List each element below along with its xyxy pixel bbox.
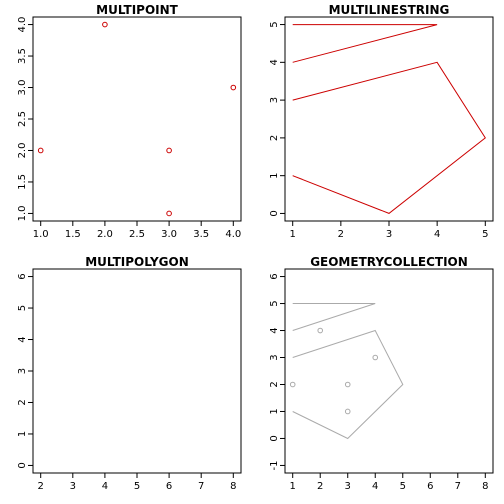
x-tick-label: 2.0 [97, 229, 113, 240]
data-point [37, 147, 44, 154]
plot-frame [284, 16, 494, 222]
y-tick-label: 2 [269, 381, 280, 387]
panel-title: MULTILINESTRING [329, 3, 450, 17]
y-tick-label: 1.5 [17, 174, 28, 190]
panel-geometrycollection: GEOMETRYCOLLECTION 1 2 3 4 5 6 7 8 -1 0 1 2 3 4 5 6 [269, 255, 494, 492]
y-tick-label: 1 [17, 431, 28, 437]
x-tick-label: 4 [372, 481, 378, 492]
data-point [344, 381, 351, 388]
y-tick-label: 1 [269, 172, 280, 178]
plot-frame [284, 268, 494, 474]
y-tick-label: 5 [17, 305, 28, 311]
y-tick-label: 5 [269, 21, 280, 27]
y-tick-label: 6 [269, 273, 280, 279]
x-tick-label: 2 [317, 481, 323, 492]
series-line [292, 303, 376, 331]
panel-title: MULTIPOINT [96, 3, 179, 17]
y-tick-label: 2 [269, 135, 280, 141]
panel-multipoint: MULTIPOINT 1.0 1.5 2.0 2.5 3.0 3.5 4.0 1.0 1.5 2.… [17, 3, 242, 240]
x-tick-label: 7 [198, 481, 204, 492]
x-tick-label: 3.0 [161, 229, 177, 240]
x-tick-label: 2.5 [129, 229, 145, 240]
x-tick-label: 1 [290, 481, 296, 492]
panel-title: GEOMETRYCOLLECTION [310, 255, 468, 269]
y-tick-label: 3.5 [17, 48, 28, 64]
y-tick-label: 5 [269, 300, 280, 306]
plot-frame [32, 16, 242, 222]
x-tick-label: 5 [482, 229, 488, 240]
x-tick-label: 8 [230, 481, 236, 492]
panel-multilinestring: MULTILINESTRING 1 2 3 4 5 0 1 2 3 4 5 [269, 3, 494, 240]
x-tick-label: 2 [38, 481, 44, 492]
y-tick-label: 2 [17, 399, 28, 405]
x-tick-label: 3 [386, 229, 392, 240]
x-tick-label: 1.5 [65, 229, 81, 240]
y-tick-label: 0 [269, 210, 280, 216]
x-tick-label: 1.0 [33, 229, 49, 240]
data-point [344, 408, 351, 415]
y-tick-label: 4.0 [17, 17, 28, 33]
x-tick-label: 8 [482, 481, 488, 492]
data-point [317, 327, 324, 334]
y-tick-label: 2.5 [17, 111, 28, 127]
x-tick-label: 3 [345, 481, 351, 492]
x-tick-label: 7 [455, 481, 461, 492]
data-point [166, 210, 172, 217]
y-tick-label: 3 [269, 354, 280, 360]
x-tick-label: 3.5 [193, 229, 209, 240]
y-tick-label: 4 [17, 336, 28, 342]
x-tick-label: 1 [290, 229, 296, 240]
x-tick-label: 5 [134, 481, 140, 492]
y-tick-label: 0 [269, 435, 280, 441]
x-tick-label: 2 [338, 229, 344, 240]
y-tick-label: 4 [269, 59, 280, 65]
x-tick-label: 6 [427, 481, 433, 492]
series-line [292, 61, 486, 214]
x-tick-label: 5 [400, 481, 406, 492]
data-point [166, 147, 172, 154]
x-tick-label: 6 [166, 481, 172, 492]
y-tick-label: 6 [17, 273, 28, 279]
y-tick-label: 1.0 [17, 205, 28, 221]
x-tick-label: 4.0 [225, 229, 241, 240]
x-tick-label: 4 [102, 481, 108, 492]
y-tick-label: 2.0 [17, 143, 28, 159]
panel-multipolygon: MULTIPOLYGON 2 3 4 5 6 7 8 0 1 2 3 4 5 6 [17, 255, 242, 492]
x-tick-label: 3 [70, 481, 76, 492]
y-tick-label: 0 [17, 462, 28, 468]
y-tick-label: -1 [269, 460, 280, 470]
y-tick-label: 1 [269, 408, 280, 414]
data-point [102, 21, 108, 28]
y-tick-label: 3.0 [17, 80, 28, 96]
data-point [230, 84, 237, 91]
panel-title: MULTIPOLYGON [85, 255, 189, 269]
series-line [292, 24, 438, 63]
x-tick-label: 4 [434, 229, 440, 240]
plot-frame [32, 268, 242, 474]
y-tick-label: 3 [269, 97, 280, 103]
y-tick-label: 4 [269, 327, 280, 333]
series-line [292, 329, 404, 440]
data-point [372, 354, 379, 361]
y-tick-label: 3 [17, 368, 28, 374]
data-point [289, 381, 296, 388]
